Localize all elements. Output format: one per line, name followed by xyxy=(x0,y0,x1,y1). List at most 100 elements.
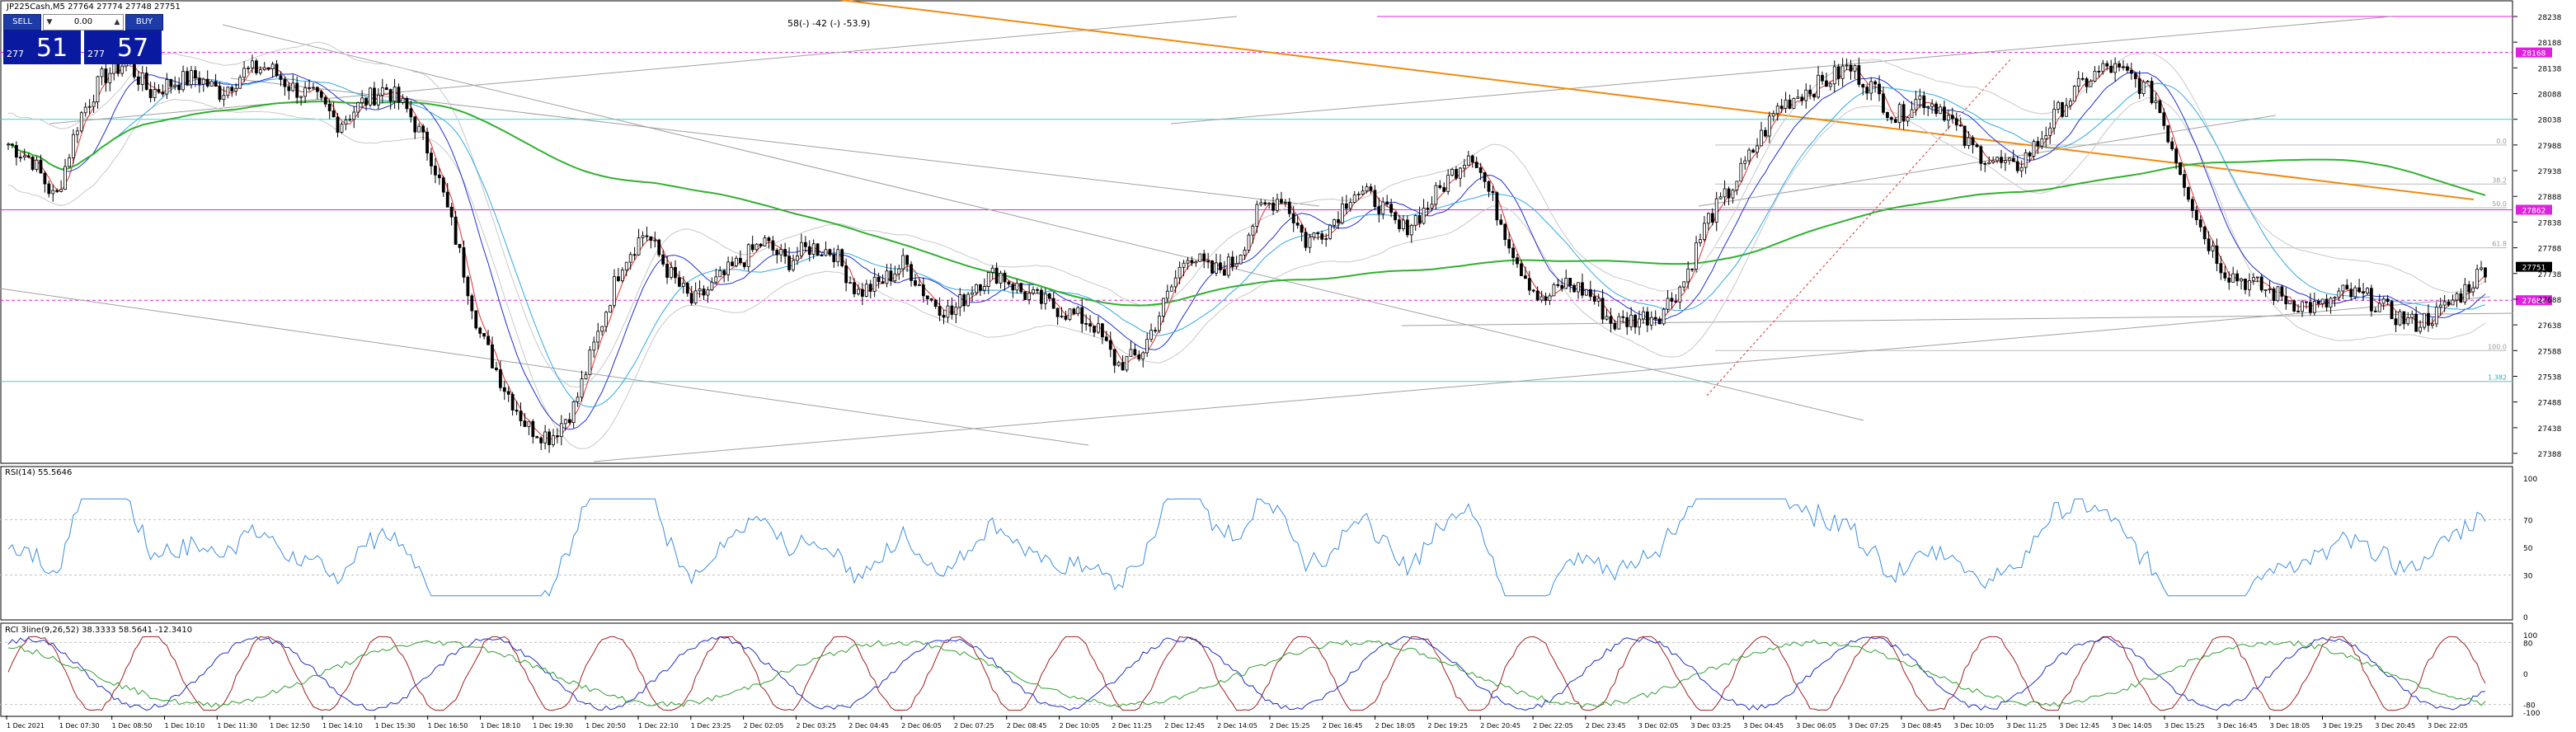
candle-body xyxy=(291,82,295,92)
candle-body xyxy=(218,86,222,101)
candle-body xyxy=(1446,175,1450,192)
candle-body xyxy=(1341,203,1344,223)
rci-tick-label: -80 xyxy=(2523,702,2536,711)
candle-body xyxy=(1011,284,1015,291)
candle-body xyxy=(1930,103,1934,107)
candle-body xyxy=(2133,73,2137,79)
candle-body xyxy=(1906,117,1910,122)
buy-price[interactable]: 277 57 xyxy=(84,30,162,64)
candle-body xyxy=(384,87,388,90)
price-tick-label: 27888 xyxy=(2538,194,2562,202)
candle-body xyxy=(1182,262,1186,268)
candle-body xyxy=(1434,185,1438,205)
candle-body xyxy=(1548,295,1552,302)
candle-body xyxy=(531,420,535,438)
candle-body xyxy=(1430,204,1434,209)
candle-body xyxy=(1958,124,1963,127)
sell-price[interactable]: 277 51 xyxy=(3,30,81,64)
candle-body xyxy=(1995,157,1999,162)
candle-body xyxy=(1581,282,1584,296)
candle-body xyxy=(617,276,620,281)
time-tick-label: 2 Dec 18:05 xyxy=(1375,722,1416,730)
candle-body xyxy=(393,87,397,102)
candle-body xyxy=(190,70,193,86)
candle-body xyxy=(1234,263,1239,267)
candle-body xyxy=(563,419,567,425)
candle-body xyxy=(1145,339,1149,354)
candle-body xyxy=(1272,202,1275,211)
candle-body xyxy=(234,87,238,92)
buy-button[interactable]: BUY xyxy=(125,14,163,30)
candle-body xyxy=(677,277,681,287)
candle-body xyxy=(1869,81,1873,94)
candle-body xyxy=(2190,199,2194,211)
candle-body xyxy=(2076,77,2080,87)
lot-size-field[interactable]: ▼ 0.00 ▲ xyxy=(43,14,124,30)
candle-body xyxy=(2089,81,2093,87)
trend-line xyxy=(593,296,2491,462)
candle-body xyxy=(1836,66,1840,79)
candle-body xyxy=(434,165,437,176)
candle-body xyxy=(2198,219,2202,228)
candle-body xyxy=(1097,323,1100,333)
sell-button[interactable]: SELL xyxy=(3,14,41,30)
candle-body xyxy=(2430,323,2434,326)
candle-body xyxy=(971,292,974,295)
candle-body xyxy=(1861,84,1865,88)
candle-body xyxy=(1954,118,1958,126)
lot-increase-icon[interactable]: ▲ xyxy=(114,18,120,26)
candle-body xyxy=(693,290,698,304)
candle-body xyxy=(136,76,140,85)
lot-decrease-icon[interactable]: ▼ xyxy=(46,18,53,26)
candle-body xyxy=(340,124,344,133)
candle-body xyxy=(1470,155,1474,163)
candle-body xyxy=(942,315,946,318)
candle-body xyxy=(495,368,498,370)
candle-body xyxy=(222,95,226,101)
candle-body xyxy=(735,257,738,266)
time-tick-label: 3 Dec 15:25 xyxy=(2165,722,2205,730)
candle-body xyxy=(1588,289,1592,298)
candle-body xyxy=(1873,81,1877,85)
time-tick-label: 1 Dec 23:25 xyxy=(691,722,731,730)
candle-body xyxy=(2154,100,2158,104)
candle-body xyxy=(2459,293,2463,303)
candle-body xyxy=(604,312,609,327)
candle-body xyxy=(2263,289,2268,291)
candle-body xyxy=(31,157,35,170)
time-tick-label: 1 Dec 11:30 xyxy=(217,722,257,730)
fib-label: 100.0 xyxy=(2488,343,2507,350)
candle-body xyxy=(1039,289,1043,304)
candle-body xyxy=(2349,289,2353,298)
price-tick-label: 28038 xyxy=(2538,117,2562,125)
lot-value[interactable]: 0.00 xyxy=(73,17,93,26)
candle-body xyxy=(315,87,319,92)
time-tick-label: 2 Dec 06:05 xyxy=(901,722,942,730)
candle-body xyxy=(1466,155,1470,167)
candle-body xyxy=(1149,330,1153,340)
candle-body xyxy=(2057,101,2060,110)
candle-body xyxy=(478,327,482,334)
candle-body xyxy=(1422,208,1426,224)
candle-body xyxy=(771,240,775,251)
candle-body xyxy=(1849,64,1853,72)
candle-body xyxy=(657,239,661,256)
price-tick-label: 27738 xyxy=(2538,271,2562,279)
candle-body xyxy=(1304,232,1308,248)
candle-body xyxy=(990,267,994,273)
candle-body xyxy=(698,289,702,292)
candle-body xyxy=(710,281,714,291)
candle-body xyxy=(1291,213,1295,223)
candle-body xyxy=(779,249,783,256)
candle-body xyxy=(641,235,645,238)
candle-body xyxy=(1788,99,1792,109)
time-tick-label: 2 Dec 11:25 xyxy=(1112,722,1152,730)
trend-line xyxy=(222,24,1864,421)
candle-body xyxy=(2004,160,2007,163)
candle-body xyxy=(1076,307,1080,314)
candle-body xyxy=(1186,260,1190,264)
candle-body xyxy=(214,81,218,87)
candle-body xyxy=(1194,260,1198,264)
candle-body xyxy=(1226,256,1230,276)
candle-body xyxy=(498,369,502,388)
